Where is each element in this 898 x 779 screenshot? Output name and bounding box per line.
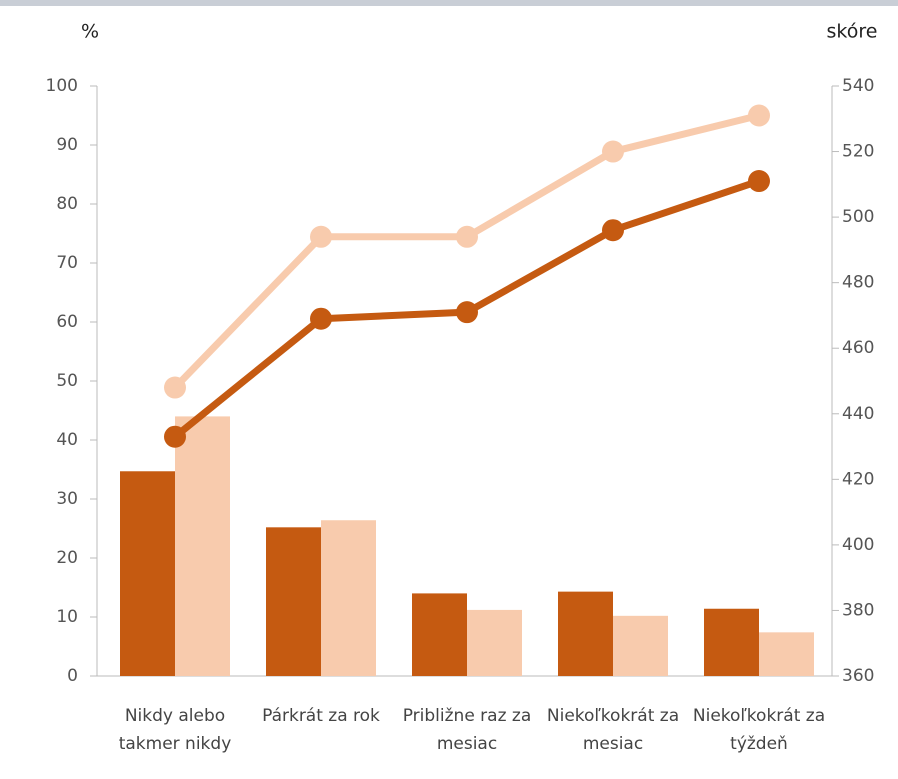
line-marker [748, 170, 770, 193]
x-tick-label: Približne raz za mesiac [402, 706, 532, 754]
y-tick-label: 50 [56, 371, 78, 391]
y-axis-label: % [81, 21, 99, 43]
line-marker [164, 425, 186, 448]
y2-tick-label: 360 [842, 666, 874, 686]
bar [704, 608, 759, 676]
y-tick-label: 20 [56, 548, 78, 568]
line-marker [164, 376, 186, 399]
y-tick-label: 90 [56, 135, 78, 155]
y2-axis-label: skóre [827, 21, 878, 43]
y-tick-label: 70 [56, 253, 78, 273]
y-tick-label: 30 [56, 489, 78, 509]
y2-tick-label: 500 [842, 207, 874, 227]
line-marker [310, 307, 332, 330]
line-marker [748, 104, 770, 127]
y2-tick-label: 380 [842, 600, 874, 620]
bar [467, 609, 522, 676]
bar [175, 416, 230, 676]
y-tick-label: 80 [56, 194, 78, 214]
x-tick-label: Nikdy alebo takmer nikdy [118, 706, 232, 754]
line-marker [602, 140, 624, 163]
bar [613, 615, 668, 676]
bar [321, 520, 376, 676]
y2-tick-label: 400 [842, 535, 874, 555]
y2-tick-label: 520 [842, 142, 874, 162]
line-marker [602, 219, 624, 242]
y2-tick-label: 440 [842, 404, 874, 424]
line-marker [456, 225, 478, 248]
y-tick-label: 0 [67, 666, 78, 686]
x-tick-label: Niekoľkokrát za mesiac [546, 706, 680, 754]
y2-tick-label: 480 [842, 273, 874, 293]
bar [120, 471, 175, 676]
bar [759, 632, 814, 676]
y-tick-label: 10 [56, 607, 78, 627]
x-tick-label: Niekoľkokrát za týždeň [692, 706, 826, 754]
y-tick-label: 60 [56, 312, 78, 332]
top-border [0, 0, 898, 6]
bar [412, 593, 467, 676]
y-tick-label: 40 [56, 430, 78, 450]
y2-tick-label: 420 [842, 469, 874, 489]
bar [558, 591, 613, 676]
line-marker [310, 225, 332, 248]
line-marker [456, 301, 478, 324]
x-tick-label: Párkrát za rok [262, 706, 380, 726]
bar [266, 527, 321, 676]
y2-tick-label: 540 [842, 76, 874, 96]
y-tick-label: 100 [46, 76, 78, 96]
y2-tick-label: 460 [842, 338, 874, 358]
line [172, 112, 760, 390]
